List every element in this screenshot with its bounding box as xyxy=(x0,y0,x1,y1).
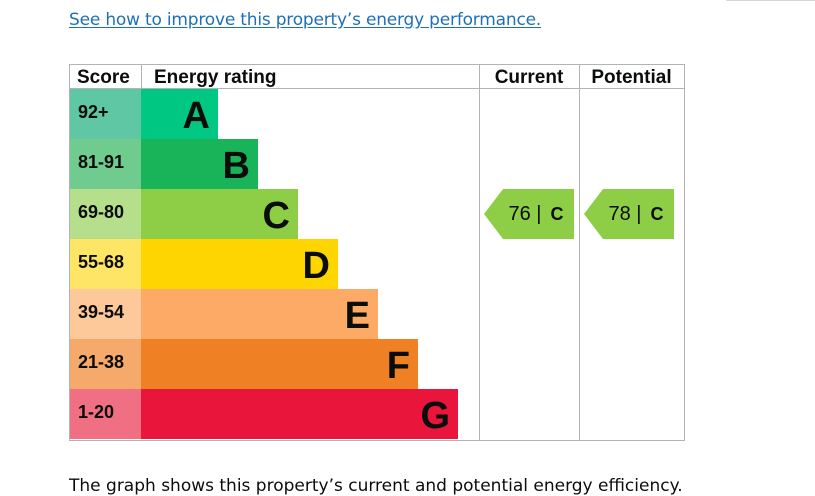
score-range-label: 39-54 xyxy=(78,302,124,322)
rating-bar xyxy=(141,139,258,189)
score-cell xyxy=(69,239,141,289)
score-range-label: 21-38 xyxy=(78,352,124,372)
rating-bar xyxy=(141,189,298,239)
header-energy-rating: Energy rating xyxy=(154,67,276,88)
chart-border xyxy=(69,64,685,441)
rating-band-letter: F xyxy=(387,345,410,387)
score-cell xyxy=(69,89,141,139)
rating-bar xyxy=(141,339,418,389)
energy-rating-svg: Score Energy rating Current Potential 92+ A 81… xyxy=(69,64,685,441)
rating-band-letter: A xyxy=(183,95,210,137)
score-cell xyxy=(69,339,141,389)
score-range-label: 69-80 xyxy=(78,202,124,222)
rating-bar xyxy=(141,289,378,339)
rating-band-letter: C xyxy=(263,195,290,237)
score-cell xyxy=(69,189,141,239)
score-cell xyxy=(69,139,141,189)
score-cell xyxy=(69,289,141,339)
rating-bar xyxy=(141,239,338,289)
header-potential: Potential xyxy=(591,67,671,88)
header-current: Current xyxy=(495,67,564,88)
header-score: Score xyxy=(77,67,130,88)
rating-bar xyxy=(141,389,458,439)
potential-rating-value: 78 | xyxy=(609,203,642,225)
improve-energy-link[interactable]: See how to improve this property’s energ… xyxy=(69,10,542,30)
rating-band-letter: G xyxy=(420,395,450,437)
top-divider xyxy=(726,0,815,1)
rating-band-letter: D xyxy=(303,245,330,287)
score-range-label: 55-68 xyxy=(78,252,124,272)
current-rating-arrow xyxy=(484,189,574,239)
score-range-label: 92+ xyxy=(78,102,109,122)
current-rating-band: C xyxy=(551,204,564,224)
graph-description: The graph shows this property’s current … xyxy=(69,476,683,496)
current-rating-value: 76 | xyxy=(509,203,542,225)
potential-rating-band: C xyxy=(651,204,664,224)
score-range-label: 81-91 xyxy=(78,152,124,172)
score-cell xyxy=(69,389,141,439)
score-range-label: 1-20 xyxy=(78,402,114,422)
energy-rating-chart: Score Energy rating Current Potential 92+ A 81… xyxy=(69,64,685,441)
rating-bar xyxy=(141,89,218,139)
rating-band-letter: E xyxy=(345,295,370,337)
rating-band-letter: B xyxy=(223,145,250,187)
potential-rating-arrow xyxy=(584,189,674,239)
